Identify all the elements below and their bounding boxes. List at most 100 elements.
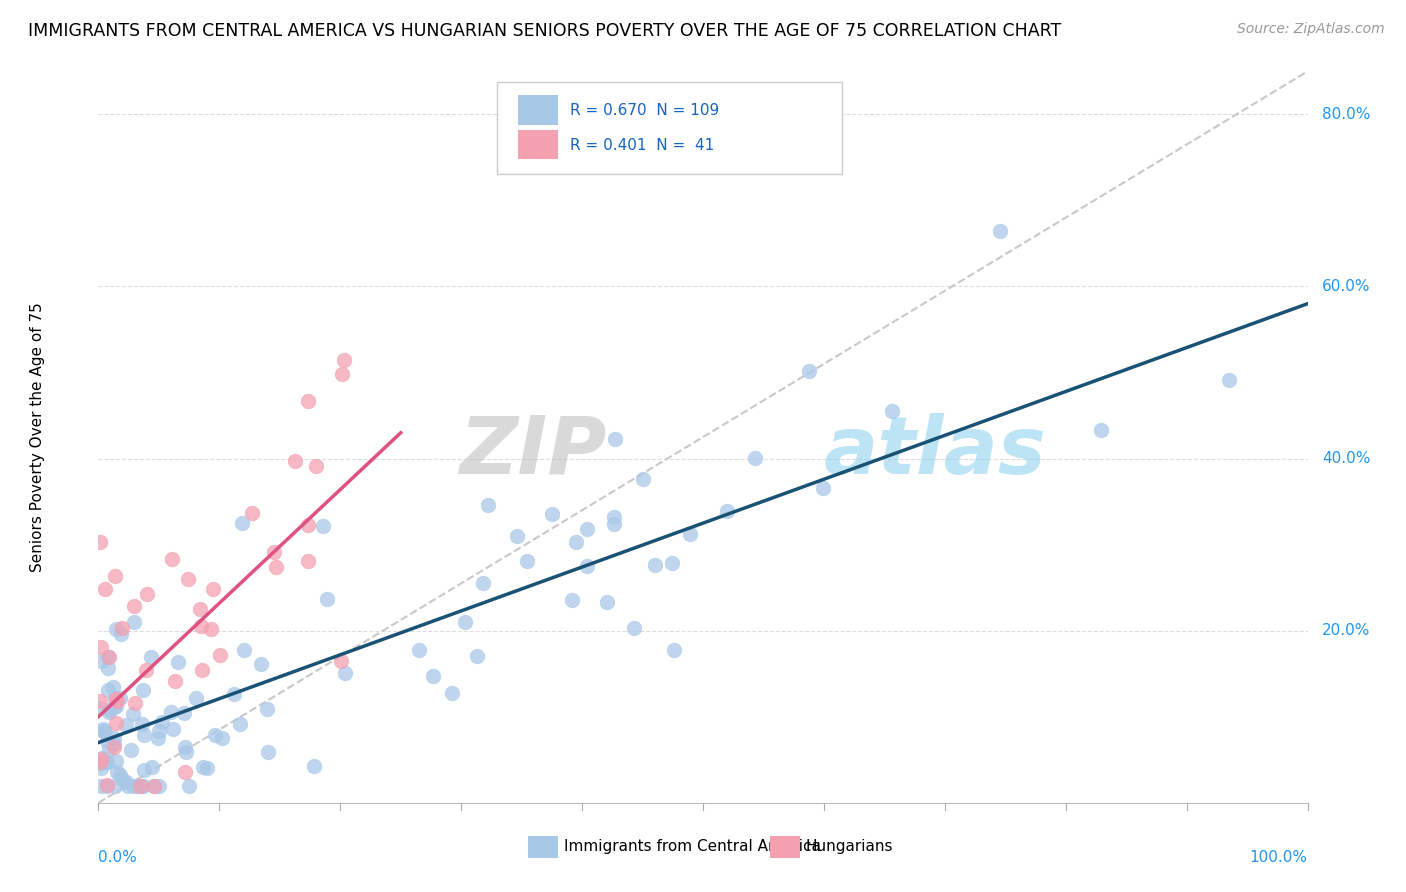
Point (880, 404, 903, 418)
Point (93, 723, 115, 737)
Point (89, 756, 111, 771)
Point (105, 694, 128, 708)
Point (104, 691, 127, 706)
Point (115, 718, 138, 732)
Point (98, 703, 121, 717)
Point (108, 691, 131, 706)
Text: Immigrants from Central America: Immigrants from Central America (564, 839, 821, 855)
Point (471, 575, 494, 590)
Point (315, 592, 337, 607)
Point (143, 779, 166, 793)
Point (716, 504, 738, 518)
Point (257, 745, 280, 759)
Point (111, 772, 134, 786)
Point (124, 696, 146, 710)
Point (132, 779, 155, 793)
Point (131, 779, 153, 793)
Point (231, 516, 253, 530)
Text: R = 0.401  N =  41: R = 0.401 N = 41 (569, 138, 714, 153)
Point (104, 692, 127, 706)
Point (141, 760, 163, 774)
Point (988, 224, 1011, 238)
Point (96, 778, 118, 792)
Point (422, 669, 444, 683)
Text: R = 0.670  N = 109: R = 0.670 N = 109 (569, 103, 720, 118)
Point (89, 700, 111, 714)
Point (541, 507, 564, 521)
Point (146, 731, 169, 746)
Point (122, 706, 145, 721)
Point (330, 654, 353, 668)
Point (134, 728, 156, 742)
Point (200, 623, 222, 637)
Point (440, 686, 463, 700)
Point (190, 619, 212, 633)
Point (90, 751, 112, 765)
Text: 80.0%: 80.0% (1322, 107, 1371, 122)
Point (131, 716, 153, 731)
Point (575, 559, 598, 574)
Point (516, 554, 538, 568)
Point (195, 761, 218, 775)
Point (104, 569, 127, 583)
Point (105, 698, 128, 713)
Point (333, 666, 356, 681)
Point (148, 779, 170, 793)
Point (89, 534, 111, 549)
FancyBboxPatch shape (769, 836, 800, 858)
Point (330, 367, 353, 381)
Point (264, 560, 287, 574)
Point (679, 527, 702, 541)
Point (104, 622, 127, 636)
Point (173, 765, 195, 780)
Point (117, 779, 139, 793)
Point (97, 650, 120, 665)
Point (173, 706, 195, 721)
Text: 20.0%: 20.0% (1322, 624, 1371, 638)
Point (644, 558, 666, 573)
Point (297, 554, 319, 568)
Point (101, 680, 124, 694)
Point (603, 510, 626, 524)
Point (125, 779, 148, 793)
Point (107, 765, 129, 780)
Point (162, 722, 184, 736)
Point (305, 458, 328, 473)
Point (103, 740, 125, 755)
Point (744, 450, 766, 465)
Point (131, 683, 153, 698)
Point (167, 655, 190, 669)
Point (312, 519, 335, 533)
Point (110, 768, 132, 782)
Point (662, 643, 685, 657)
Point (565, 535, 588, 549)
Point (240, 506, 263, 520)
Point (94, 582, 117, 597)
Point (233, 643, 256, 657)
Point (1218, 373, 1240, 387)
Point (229, 716, 252, 731)
Point (121, 743, 143, 757)
Point (408, 643, 430, 657)
Point (174, 745, 197, 759)
Text: IMMIGRANTS FROM CENTRAL AMERICA VS HUNGARIAN SENIORS POVERTY OVER THE AGE OF 75 : IMMIGRANTS FROM CENTRAL AMERICA VS HUNGA… (28, 22, 1062, 40)
Point (90, 640, 112, 654)
Point (97, 661, 120, 675)
FancyBboxPatch shape (527, 836, 558, 858)
Point (96, 734, 118, 748)
Point (96, 755, 118, 769)
Point (256, 701, 278, 715)
Point (250, 657, 273, 672)
Point (188, 602, 211, 616)
Point (93, 724, 115, 739)
Point (97, 649, 120, 664)
Point (98, 741, 121, 756)
Point (506, 528, 529, 542)
Point (122, 599, 145, 614)
Point (104, 716, 127, 731)
Text: ZIP: ZIP (458, 413, 606, 491)
Point (454, 615, 477, 629)
Point (98, 706, 121, 720)
Point (150, 715, 173, 730)
Point (191, 759, 214, 773)
